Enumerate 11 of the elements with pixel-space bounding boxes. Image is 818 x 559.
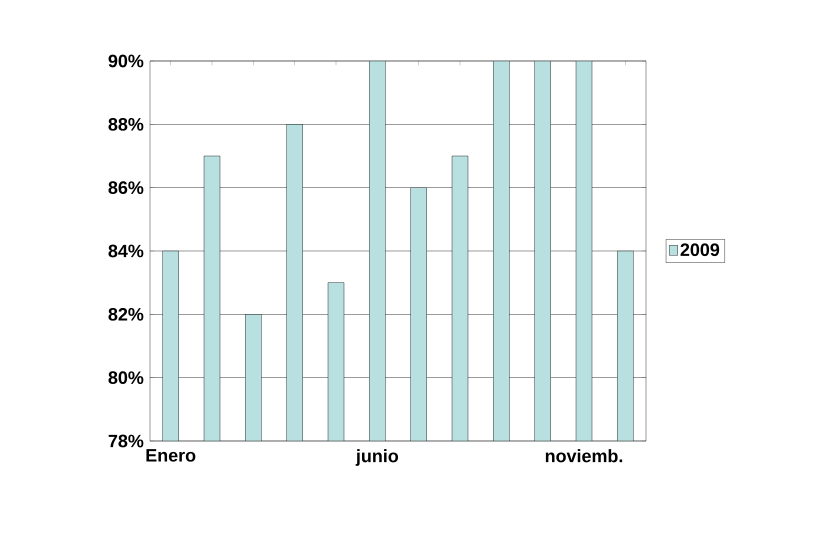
x-tick-label: noviemb. xyxy=(546,449,622,462)
y-tick-label: 86% xyxy=(108,181,144,194)
y-tick-label: 82% xyxy=(108,308,144,321)
y-tick-label: 88% xyxy=(108,118,144,131)
legend-label: 2009 xyxy=(680,243,720,256)
y-tick-label: 84% xyxy=(108,244,144,258)
y-tick-label: 78% xyxy=(108,434,144,448)
x-tick-label: junio xyxy=(356,449,398,466)
y-tick-label: 90% xyxy=(108,54,144,68)
y-tick-label: 80% xyxy=(108,371,144,384)
x-tick-label: Enero xyxy=(146,449,196,462)
